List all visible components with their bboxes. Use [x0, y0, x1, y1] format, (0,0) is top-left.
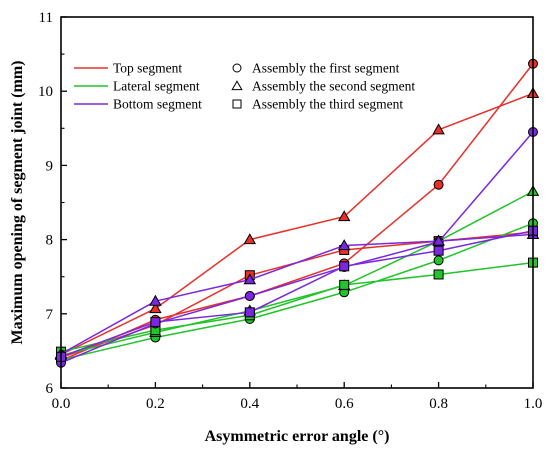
triangle-marker — [243, 233, 257, 245]
circle-marker — [244, 290, 255, 301]
square-marker — [433, 245, 444, 256]
legend-label: Assembly the second segment — [252, 79, 415, 94]
y-tick-label: 9 — [46, 158, 54, 174]
series-top-segment-square — [56, 227, 538, 363]
triangle-marker — [149, 294, 162, 306]
legend-label: Top segment — [113, 61, 182, 76]
x-tick-label: 0.4 — [240, 396, 259, 412]
y-axis-title: Maximum opening of segment joint (mm) — [9, 61, 26, 345]
y-tick-label: 10 — [38, 84, 53, 100]
square-marker — [232, 99, 242, 109]
legend-label: Assembly the third segment — [252, 97, 403, 112]
circle-marker — [433, 179, 444, 190]
x-tick-label: 0.0 — [52, 396, 71, 412]
x-tick-label: 0.2 — [146, 396, 165, 412]
series-line — [60, 229, 534, 358]
y-tick-label: 8 — [46, 233, 54, 249]
triangle-marker — [149, 302, 162, 314]
square-marker — [244, 307, 255, 318]
series-line — [60, 131, 534, 364]
legend-label: Assembly the first segment — [252, 61, 400, 76]
series-bottom-segment-square — [56, 225, 538, 362]
series-line — [60, 92, 534, 356]
square-marker — [433, 269, 444, 280]
triangle-marker — [337, 210, 351, 222]
triangle-marker — [243, 273, 257, 285]
legend: Top segment Lateral segment Bottom segment… — [74, 61, 415, 112]
x-tick-label: 0.6 — [335, 396, 354, 412]
series-line — [60, 233, 534, 355]
series-lateral-segment-square — [56, 257, 538, 357]
series-line — [60, 261, 534, 353]
triangle-marker — [337, 239, 351, 251]
square-marker — [339, 279, 350, 290]
triangle-marker — [432, 123, 445, 135]
circle-marker — [433, 255, 444, 266]
square-marker — [339, 261, 350, 272]
y-tick-label: 6 — [46, 381, 54, 397]
series-line — [60, 63, 534, 362]
series-line — [60, 190, 534, 357]
series-line — [60, 222, 534, 361]
triangle-marker — [231, 80, 243, 91]
series-lateral-segment-triangle — [54, 184, 540, 360]
legend-label: Lateral segment — [113, 79, 200, 94]
series-lateral-segment-circle — [56, 218, 538, 365]
y-tick-label: 7 — [46, 307, 54, 323]
square-marker — [150, 316, 161, 327]
triangle-marker — [432, 234, 445, 246]
legend-label: Bottom segment — [113, 97, 202, 112]
series-top-segment-triangle — [54, 87, 540, 360]
x-tick-label: 0.8 — [429, 396, 448, 412]
series-bottom-segment-triangle — [54, 227, 540, 359]
axis-layer: 0.0 0.2 0.4 0.6 0.8 1.0 6 7 8 9 10 11 — [38, 10, 542, 412]
y-tick-label: 11 — [39, 10, 53, 26]
circle-marker — [232, 63, 242, 73]
x-axis-title: Asymmetric error angle (°) — [205, 428, 390, 445]
x-tick-label: 1.0 — [524, 396, 543, 412]
